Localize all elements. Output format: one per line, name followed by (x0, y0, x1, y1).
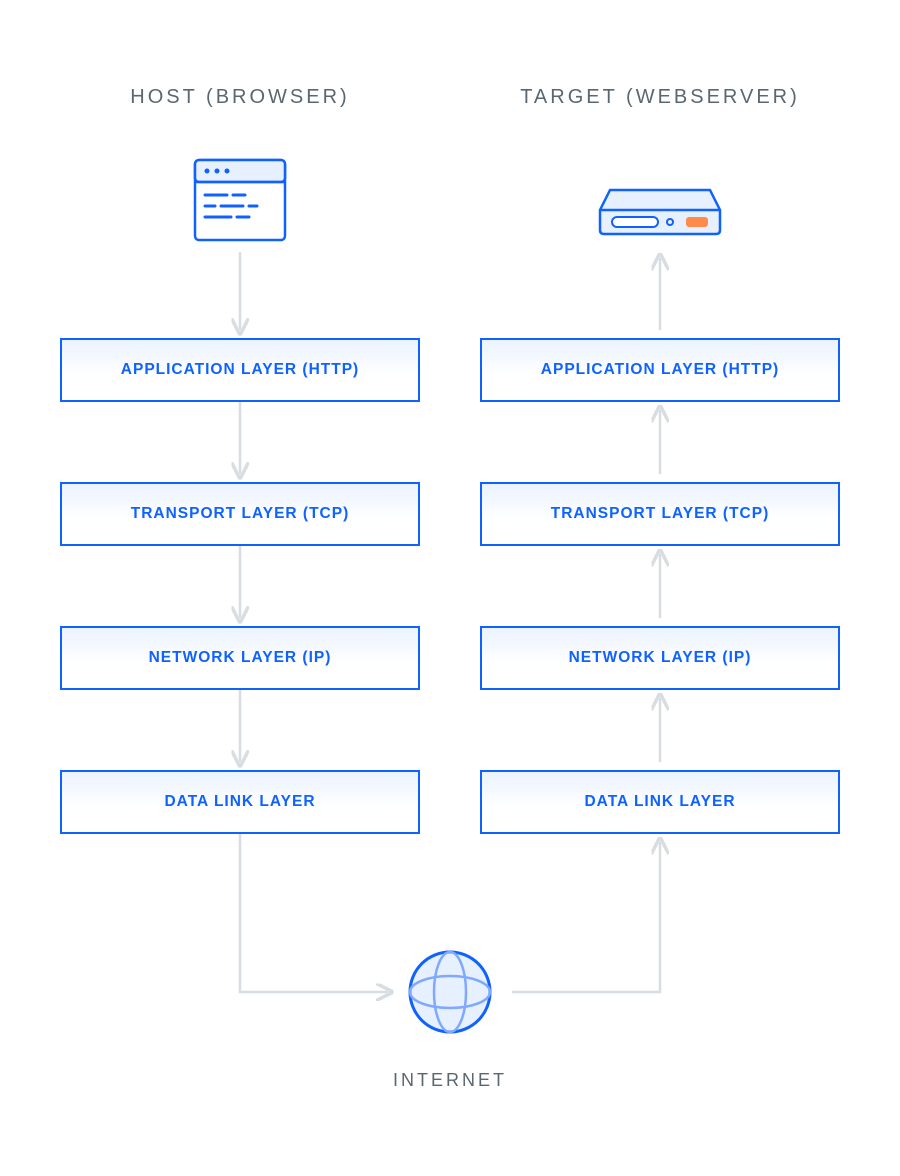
internet-icon (400, 942, 500, 1042)
browser-icon (60, 140, 420, 260)
host-layer-application: APPLICATION LAYER (HTTP) (60, 338, 420, 402)
target-layer-datalink: DATA LINK LAYER (480, 770, 840, 834)
server-icon (480, 140, 840, 260)
target-layer-network: NETWORK LAYER (IP) (480, 626, 840, 690)
host-layer-network: NETWORK LAYER (IP) (60, 626, 420, 690)
target-layer-transport: TRANSPORT LAYER (TCP) (480, 482, 840, 546)
target-layer-application: APPLICATION LAYER (HTTP) (480, 338, 840, 402)
host-header: HOST (BROWSER) (60, 86, 420, 109)
host-layer-transport: TRANSPORT LAYER (TCP) (60, 482, 420, 546)
diagram-canvas: HOST (BROWSER) TARGET (WEBSERVER) (0, 0, 900, 1176)
target-header: TARGET (WEBSERVER) (480, 86, 840, 109)
internet-label: INTERNET (0, 1070, 900, 1091)
host-layer-datalink: DATA LINK LAYER (60, 770, 420, 834)
